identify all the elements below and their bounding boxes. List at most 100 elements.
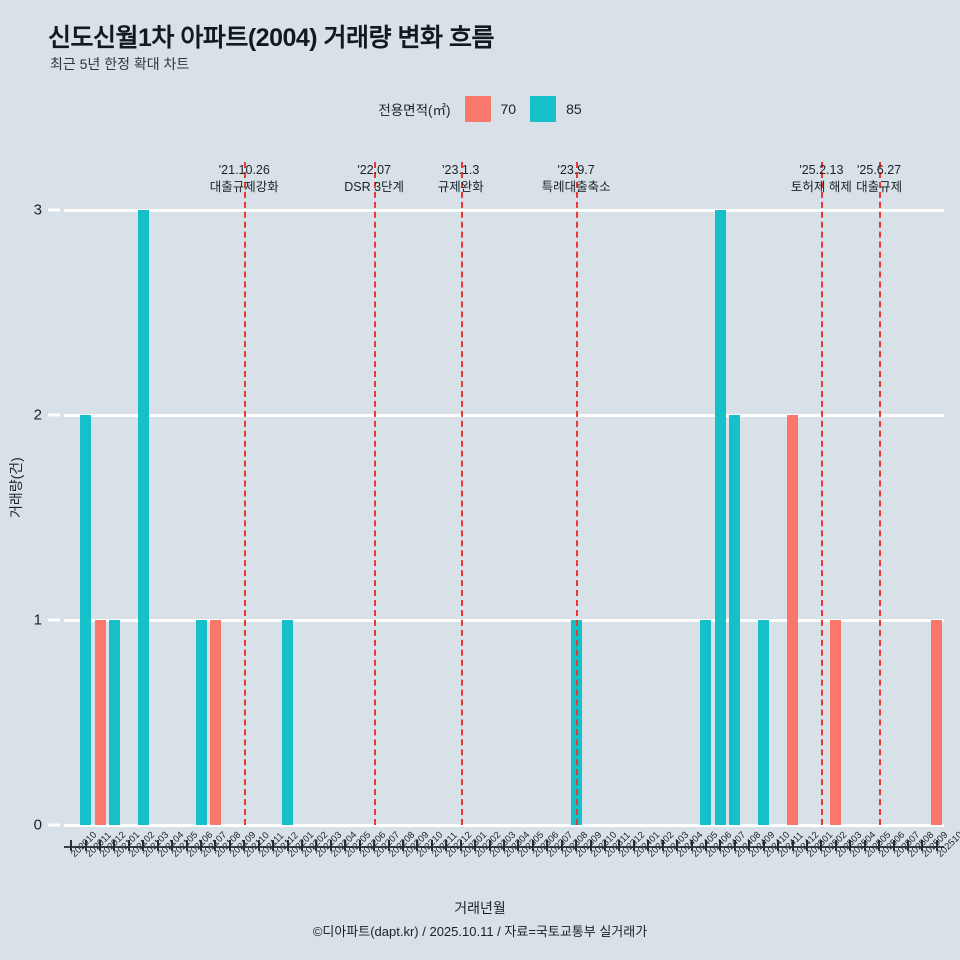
x-axis-tick: [474, 840, 477, 851]
plot-area: [64, 162, 944, 827]
x-axis-ticks: [64, 840, 944, 852]
annotation-text: 특례대출축소: [541, 180, 611, 194]
x-axis-tick: [618, 840, 621, 851]
annotation-date: '25.6.27: [857, 163, 902, 177]
x-axis-tick: [647, 840, 650, 851]
y-axis-tick-mark: [48, 208, 60, 212]
x-axis-tick: [820, 840, 823, 851]
annotation-202207: '22.07 DSR 3단계: [344, 162, 404, 196]
x-axis-tick: [445, 840, 448, 851]
bar-202407-85[interactable]: [714, 210, 726, 825]
bar-202406-85[interactable]: [700, 620, 712, 825]
x-axis-tick: [560, 840, 563, 851]
y-axis-tick-mark: [48, 823, 60, 827]
bar-202201-85[interactable]: [282, 620, 294, 825]
x-axis-tick: [690, 840, 693, 851]
annotation-202301: '23.1.3 규제완화: [438, 162, 484, 196]
bar-202503-70[interactable]: [830, 620, 842, 825]
x-axis-tick: [719, 840, 722, 851]
x-axis-tick: [99, 840, 102, 851]
annotation-date: '25.2.13: [799, 163, 844, 177]
bar-202107-85[interactable]: [195, 620, 207, 825]
y-axis-title: 거래량(건): [8, 457, 24, 518]
page-title: 신도신월1차 아파트(2004) 거래량 변화 흐름: [48, 24, 494, 52]
x-axis-tick: [878, 840, 881, 851]
x-axis-tick: [200, 840, 203, 851]
x-axis-title: 거래년월: [454, 900, 506, 916]
bar-202408-85[interactable]: [729, 415, 741, 825]
x-axis-tick: [387, 840, 390, 851]
x-axis-tick: [329, 840, 332, 851]
annotation-date: '23.1.3: [442, 163, 480, 177]
x-axis-tick: [459, 840, 462, 851]
bar-202012-70[interactable]: [94, 620, 106, 825]
x-axis-tick: [430, 840, 433, 851]
x-axis-tick: [748, 840, 751, 851]
annotation-202502: '25.2.13 토허제 해제: [791, 162, 852, 196]
x-axis-tick: [575, 840, 578, 851]
x-axis-tick: [863, 840, 866, 851]
x-axis-tick: [603, 840, 606, 851]
y-axis-tick-label: 0: [33, 816, 42, 834]
x-axis-tick: [589, 840, 592, 851]
y-axis-tick-mark: [48, 413, 60, 417]
x-axis-tick: [402, 840, 405, 851]
x-axis-tick: [113, 840, 116, 851]
x-axis-tick: [546, 840, 549, 851]
gridline: [64, 208, 944, 212]
page-subtitle: 최근 5년 한정 확대 차트: [50, 56, 190, 72]
y-axis-tick-label: 3: [33, 201, 42, 219]
gridline: [64, 823, 944, 827]
annotation-202309: '23.9.7 특례대출축소: [542, 162, 611, 196]
bar-202510-70[interactable]: [931, 620, 943, 825]
legend-label-70: 70: [500, 101, 517, 117]
chart-legend: 전용면적(㎡) 70 85: [0, 96, 960, 122]
bar-202011-85[interactable]: [80, 415, 92, 825]
x-axis-tick: [272, 840, 275, 851]
x-axis-tick: [344, 840, 347, 851]
x-axis-tick: [373, 840, 376, 851]
x-axis-tick: [892, 840, 895, 851]
annotation-date: '23.9.7: [557, 163, 595, 177]
legend-title: 전용면적(㎡): [378, 103, 451, 118]
bar-202103-85[interactable]: [137, 210, 149, 825]
legend-item-70[interactable]: 70: [464, 96, 517, 122]
x-axis-tick: [733, 840, 736, 851]
legend-swatch-85: [530, 96, 557, 122]
bar-202410-85[interactable]: [758, 620, 770, 825]
x-axis-tick: [704, 840, 707, 851]
x-axis-tick: [358, 840, 361, 851]
x-axis-tick: [676, 840, 679, 851]
x-axis-tick: [214, 840, 217, 851]
gridline: [64, 618, 944, 622]
annotation-date: '22.07: [357, 163, 391, 177]
x-axis-tick: [70, 840, 73, 851]
x-axis-tick: [517, 840, 520, 851]
x-axis-tick: [84, 840, 87, 851]
y-axis-tick-label: 1: [33, 611, 42, 629]
legend-swatch-70: [464, 96, 491, 122]
event-line-202502: [821, 162, 824, 825]
x-axis-tick: [315, 840, 318, 851]
x-axis-tick: [935, 840, 938, 851]
x-axis-tick: [228, 840, 231, 851]
bar-202101-85[interactable]: [108, 620, 120, 825]
bar-202412-70[interactable]: [787, 415, 799, 825]
annotation-202506: '25.6.27 대출규제: [856, 162, 902, 196]
x-axis-tick: [762, 840, 765, 851]
annotation-text: 대출규제강화: [209, 180, 279, 194]
event-line-202506: [879, 162, 882, 825]
x-axis-tick: [834, 840, 837, 851]
footer-credit: ©디아파트(dapt.kr) / 2025.10.11 / 자료=국토교통부 실…: [312, 924, 648, 939]
event-line-202301: [460, 162, 463, 825]
gridline: [64, 413, 944, 417]
x-axis-tick: [127, 840, 130, 851]
x-axis-tick: [531, 840, 534, 851]
bar-202108-70[interactable]: [209, 620, 221, 825]
event-line-202110: [244, 162, 247, 825]
legend-item-85[interactable]: 85: [530, 96, 582, 122]
y-axis-tick-mark: [48, 618, 60, 622]
x-axis-tick: [171, 840, 174, 851]
y-axis: 0 1 2 3: [0, 202, 60, 834]
x-axis-tick: [488, 840, 491, 851]
